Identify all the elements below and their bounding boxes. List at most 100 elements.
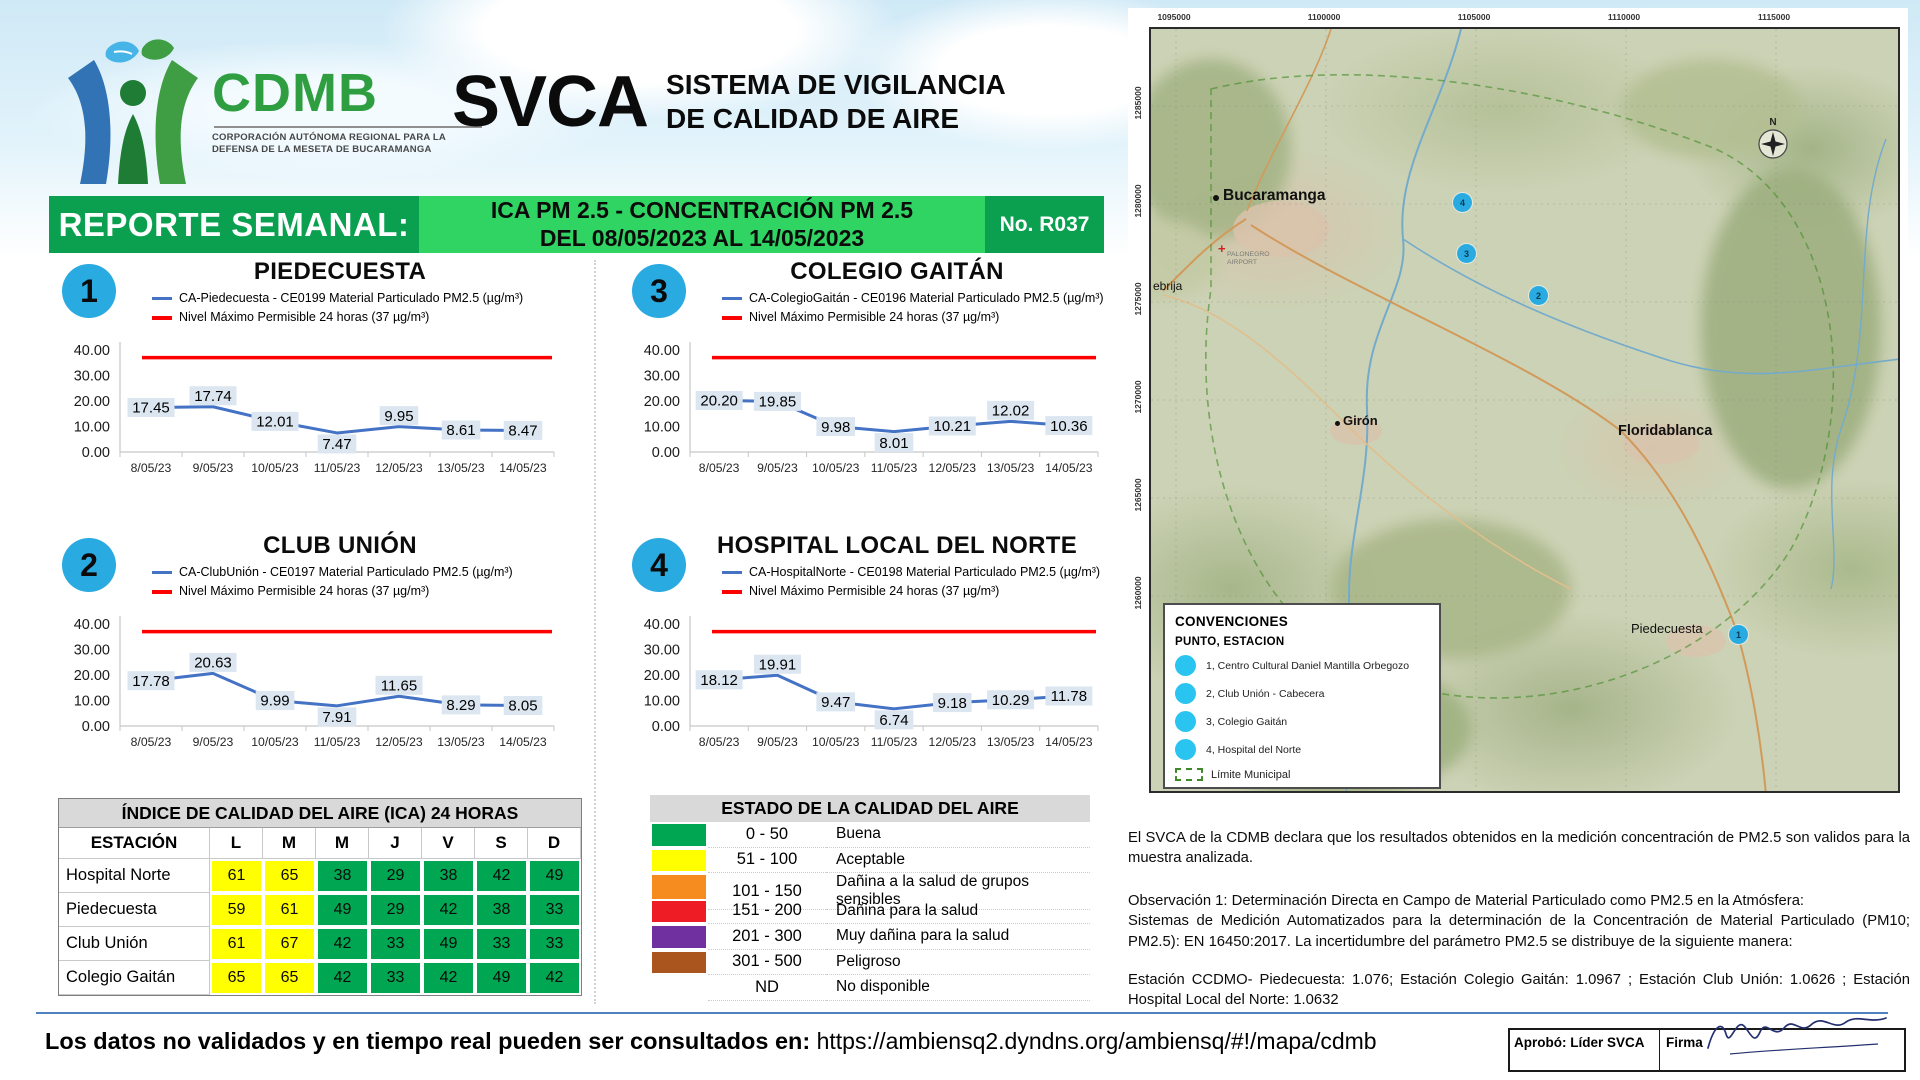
ica-value-cell: 65	[210, 961, 263, 995]
ica-column-header: ESTACIÓN	[59, 828, 210, 859]
ica-value-cell: 65	[263, 961, 316, 995]
x-tick-label: 8/05/23	[131, 735, 172, 749]
map-y-label: 1260000	[1133, 576, 1143, 610]
program-acronym: SVCA	[452, 62, 649, 142]
x-tick-label: 13/05/23	[437, 735, 485, 749]
ica-value-cell: 67	[263, 927, 316, 961]
station-point-icon	[1175, 683, 1196, 704]
y-tick-label: 40.00	[74, 343, 110, 359]
x-tick-label: 14/05/23	[499, 461, 547, 475]
ica-table: ÍNDICE DE CALIDAD DEL AIRE (ICA) 24 HORA…	[58, 798, 582, 996]
map-legend-item: 3, Colegio Gaitán	[1175, 711, 1429, 732]
estado-label: Aceptable	[826, 848, 1090, 873]
chart-title: COLEGIO GAITÁN	[790, 258, 1004, 285]
estado-label: Dañina para la salud	[826, 899, 1090, 924]
data-label: 10.36	[1050, 418, 1088, 435]
estado-range: 51 - 100	[708, 848, 826, 873]
y-tick-label: 10.00	[74, 693, 110, 709]
page-title: SVCA SISTEMA DE VIGILANCIA DE CALIDAD DE…	[452, 66, 1006, 138]
note-declaration: El SVCA de la CDMB declara que los resul…	[1128, 830, 1910, 867]
data-label-bg	[816, 416, 856, 436]
estado-label: Dañina a la salud de grupos sensibles	[826, 873, 1090, 910]
map-legend-item: 4, Hospital del Norte	[1175, 739, 1429, 760]
map-legend-item: 1, Centro Cultural Daniel Mantilla Orbeg…	[1175, 655, 1429, 676]
brand-name: CDMB	[212, 63, 378, 123]
ica-value-cell: 61	[263, 893, 316, 927]
data-label: 9.99	[260, 692, 289, 709]
chart-title: PIEDECUESTA	[253, 258, 427, 285]
data-label: 11.65	[381, 677, 417, 694]
x-tick-label: 9/05/23	[757, 461, 798, 475]
data-label-bg	[251, 411, 299, 431]
ica-station-name: Club Unión	[59, 927, 210, 961]
x-tick-label: 14/05/23	[1045, 461, 1093, 475]
note-observation-body: Sistemas de Medición Automatizados para …	[1128, 913, 1910, 950]
series-line-swatch	[152, 296, 172, 301]
data-label: 10.29	[992, 692, 1030, 709]
map-x-label: 1100000	[1307, 12, 1341, 22]
estado-color-swatch	[650, 822, 708, 848]
estado-label: Peligroso	[826, 950, 1090, 975]
ica-value-cell: 33	[528, 893, 581, 927]
data-label-bg	[874, 710, 914, 730]
cdmb-logo: CDMB CORPORACIÓN AUTÓNOMA REGIONAL PARA …	[58, 36, 482, 186]
x-tick-label: 9/05/23	[193, 735, 234, 749]
estado-label: Muy dañina para la salud	[826, 924, 1090, 950]
estado-color-swatch	[650, 975, 708, 1001]
data-label: 19.85	[759, 393, 797, 410]
estado-range: 301 - 500	[708, 950, 826, 975]
estado-color-swatch	[650, 924, 708, 950]
ica-table-grid: ESTACIÓN L M M J V S D Hospital Norte 61 65 38 29 38 4…	[59, 828, 581, 995]
map-legend-subtitle: PUNTO, ESTACION	[1175, 636, 1285, 648]
data-label-bg	[695, 390, 743, 410]
station-point-icon	[1175, 711, 1196, 732]
map-x-coordinates: 1095000 1100000 1105000 1110000 1115000	[1149, 12, 1900, 26]
map-city-giron: Girón	[1343, 413, 1378, 428]
ica-value-cell: 49	[316, 893, 369, 927]
x-tick-label: 13/05/23	[987, 735, 1035, 749]
y-tick-label: 30.00	[74, 368, 110, 384]
ica-value-cell: 42	[316, 961, 369, 995]
ica-column-header: S	[475, 828, 528, 859]
ica-value-cell: 38	[475, 893, 528, 927]
estado-range: 201 - 300	[708, 924, 826, 950]
data-label-bg	[503, 695, 543, 715]
y-tick-label: 40.00	[644, 343, 680, 359]
data-label-bg	[127, 670, 175, 690]
map-town-lebrija: ebrija	[1153, 279, 1183, 293]
map-x-label: 1105000	[1457, 12, 1491, 22]
data-label: 12.02	[992, 402, 1030, 419]
station-number-badge: 3	[632, 264, 686, 318]
map-station-marker-1: 1	[1729, 625, 1748, 644]
ica-column-header: V	[422, 828, 475, 859]
estado-table-rows: 0 - 50 Buena 51 - 100 Aceptable 101 - 150 Dañ…	[650, 822, 1090, 1001]
y-tick-label: 10.00	[74, 419, 110, 435]
data-label: 9.47	[821, 694, 850, 711]
ica-table-title: ÍNDICE DE CALIDAD DEL AIRE (ICA) 24 HORA…	[59, 799, 581, 828]
estado-label: Buena	[826, 822, 1090, 848]
estado-row: 151 - 200 Dañina para la salud	[650, 898, 1090, 924]
estado-row: 51 - 100 Aceptable	[650, 847, 1090, 873]
series-line-swatch	[722, 296, 742, 301]
data-label-bg	[932, 692, 972, 712]
data-label: 19.91	[759, 656, 797, 673]
map-x-label: 1095000	[1157, 12, 1191, 22]
estado-range: 101 - 150	[708, 873, 826, 910]
data-label-bg	[317, 434, 357, 454]
city-dot-bucaramanga	[1213, 195, 1219, 201]
data-label-bg	[1045, 686, 1093, 706]
x-tick-label: 9/05/23	[193, 461, 234, 475]
x-tick-label: 11/05/23	[314, 461, 361, 475]
data-label-bg	[753, 391, 801, 411]
x-tick-label: 14/05/23	[1045, 735, 1093, 749]
data-label: 9.98	[821, 419, 850, 436]
brand-divider	[214, 126, 482, 128]
map-station-marker-3: 3	[1457, 244, 1476, 263]
x-tick-label: 12/05/23	[375, 735, 423, 749]
ica-value-cell: 29	[369, 859, 422, 893]
realtime-data-link[interactable]: https://ambiensq2.dyndns.org/ambiensq/#!…	[816, 1028, 1377, 1054]
north-compass-icon: N	[1758, 117, 1788, 159]
y-tick-label: 40.00	[74, 617, 110, 633]
approved-by-box: Aprobó: Líder SVCA	[1508, 1028, 1661, 1072]
